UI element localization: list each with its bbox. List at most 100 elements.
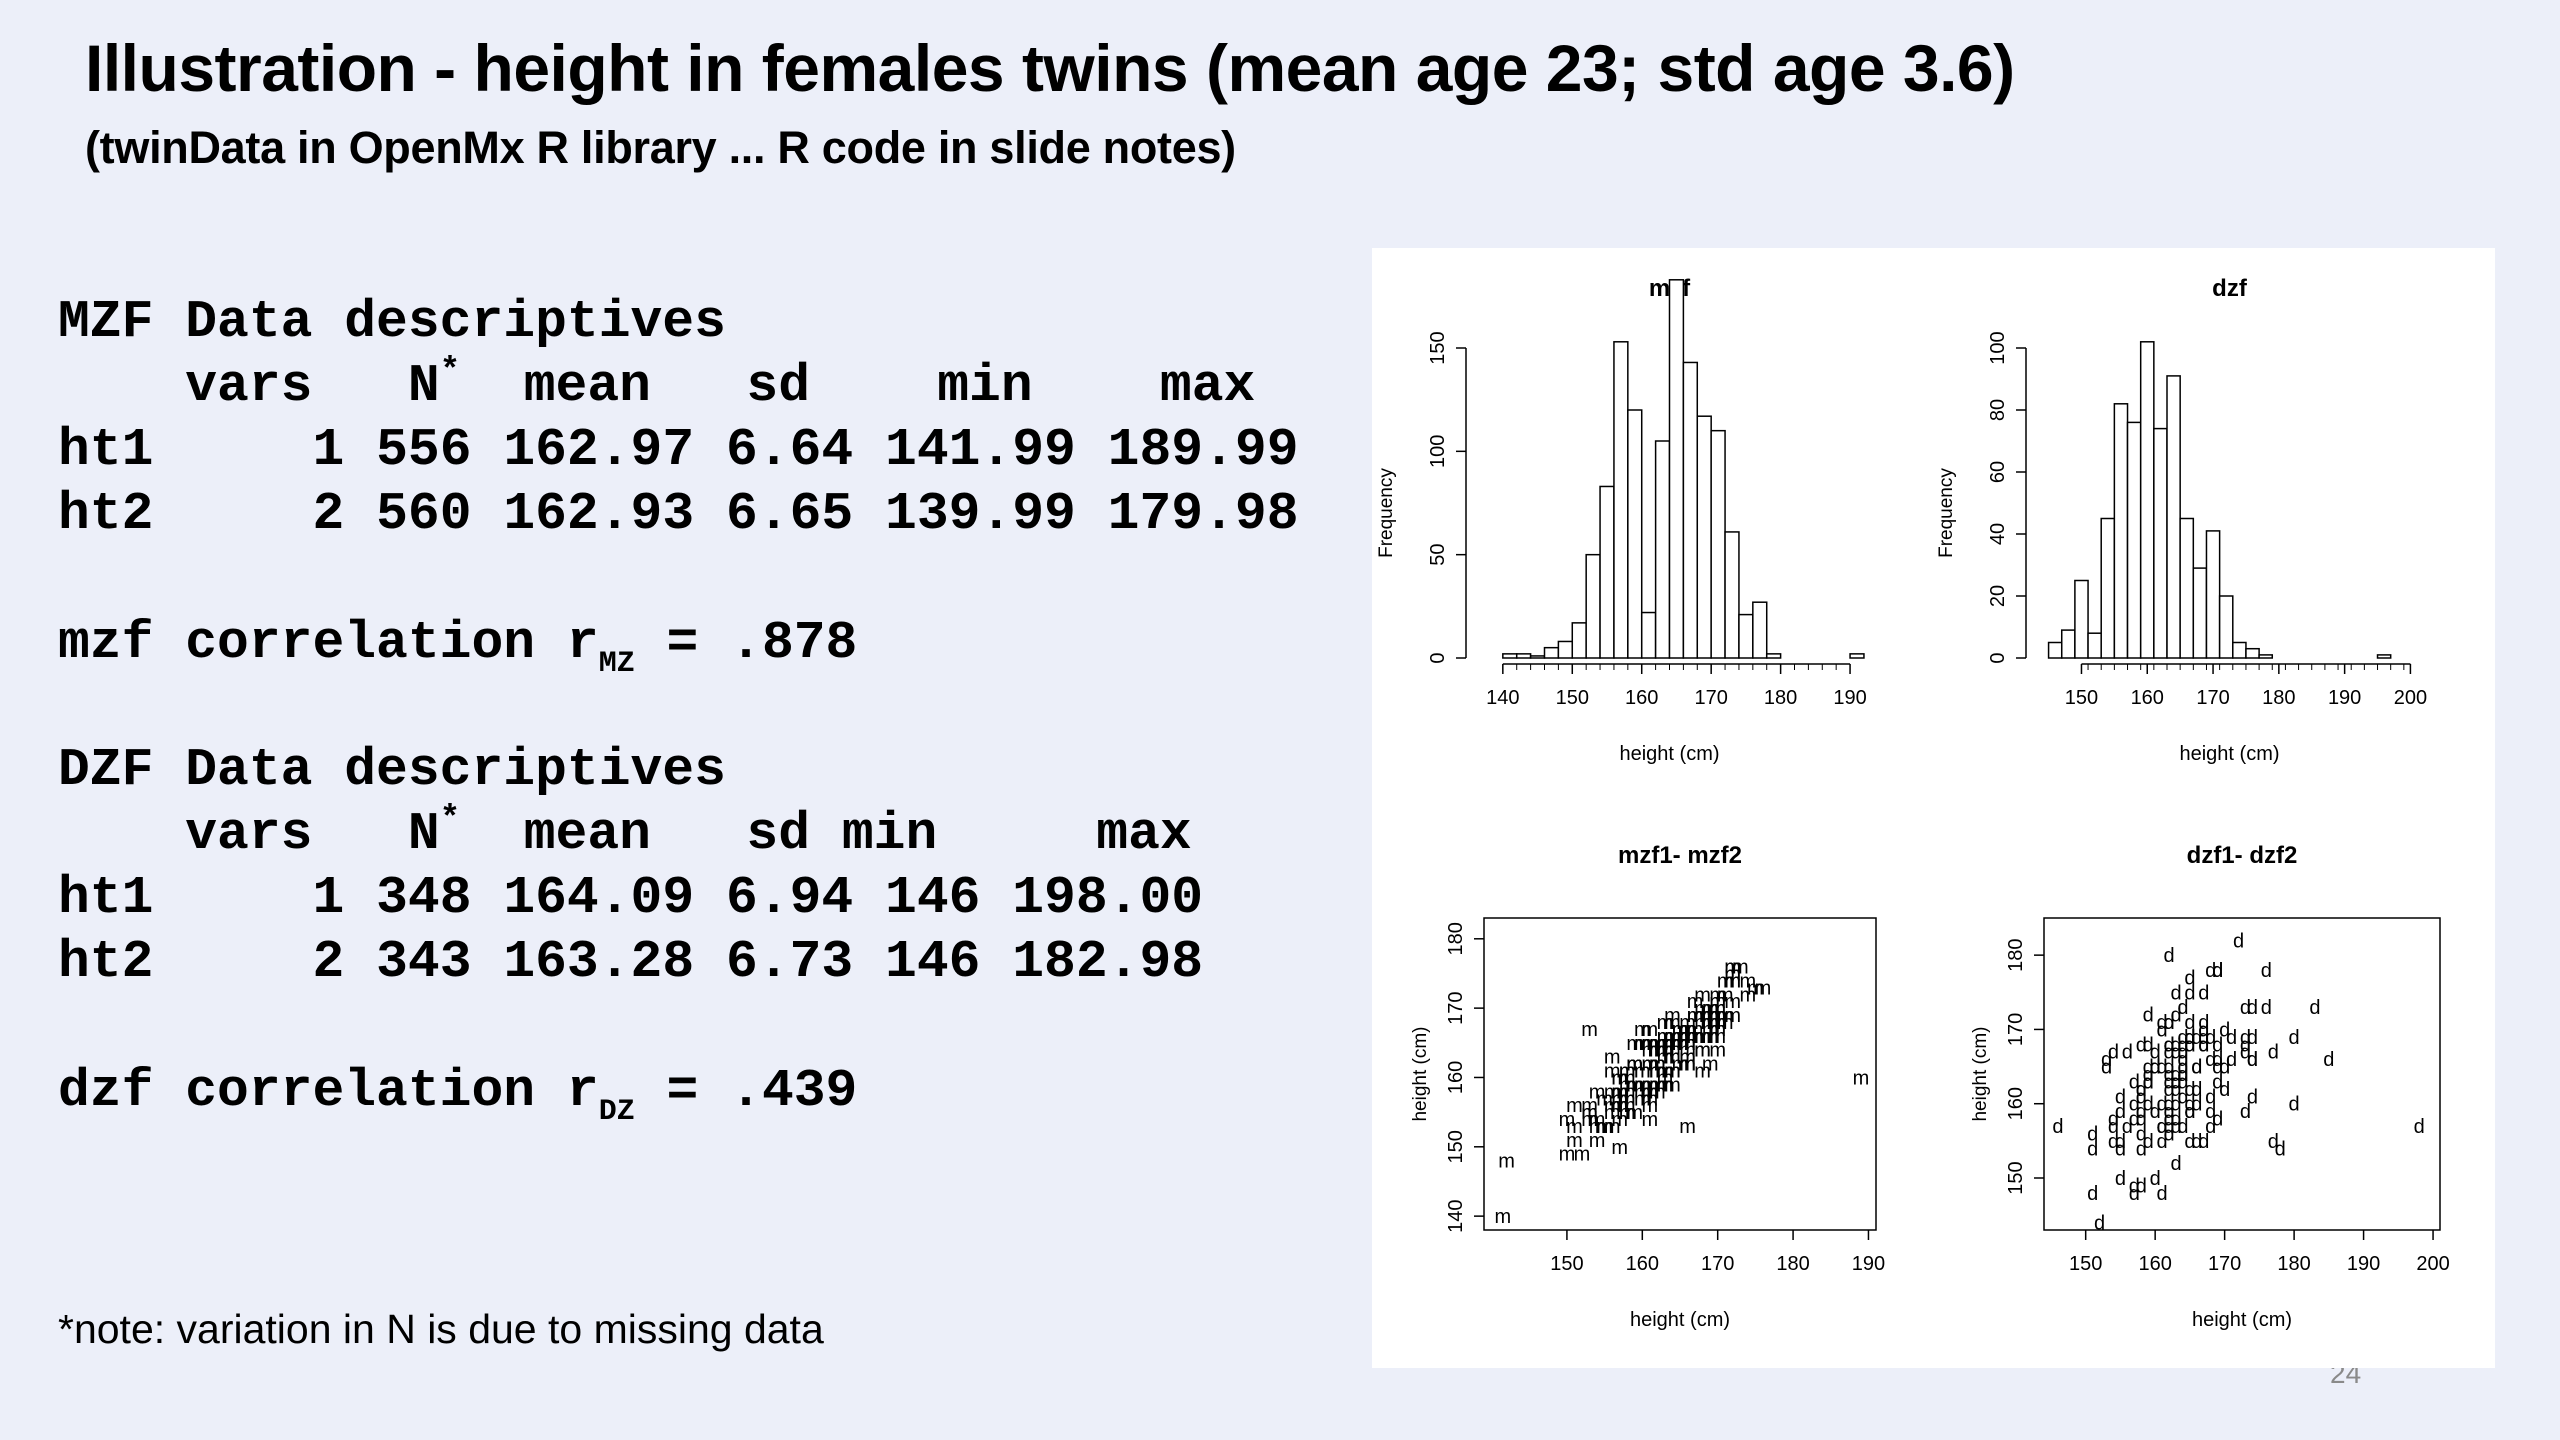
scatter-point: d — [2212, 1049, 2223, 1071]
scatter-point: m — [1626, 1102, 1643, 1124]
scatter-point: m — [1581, 1102, 1598, 1124]
scatter-point: m — [1664, 1033, 1681, 1055]
x-tick-label: 160 — [2131, 687, 2164, 709]
y-tick-label: 100 — [1987, 331, 2009, 364]
scatter-point: d — [2240, 1034, 2251, 1056]
mzf-row-ht2: ht2 2 560 162.93 6.65 139.99 179.98 — [58, 484, 1299, 544]
scatter-point: m — [1642, 1074, 1659, 1096]
scatter-point: m — [1566, 1095, 1583, 1117]
scatter-point: m — [1642, 1109, 1659, 1131]
scatter-point: d — [2184, 1034, 2195, 1056]
scatter-point: m — [1559, 1109, 1576, 1131]
scatter-point: d — [2143, 1034, 2154, 1056]
scatter-point: m — [1679, 1026, 1696, 1048]
scatter-point: m — [1611, 1088, 1628, 1110]
mzf-column-headers: vars N* mean sd min max — [58, 354, 1255, 418]
scatter-point: d — [2247, 1049, 2258, 1071]
scatter-point: m — [1747, 977, 1764, 999]
scatter-point: d — [2143, 1005, 2154, 1027]
scatter-point: m — [1649, 1061, 1666, 1083]
scatter-point: m — [1611, 1095, 1628, 1117]
x-tick-label: 200 — [2416, 1253, 2449, 1275]
scatter-point: d — [2170, 982, 2181, 1004]
histogram-bar — [2139, 341, 2155, 659]
scatter-point: m — [1642, 1033, 1659, 1055]
scatter-point: m — [1619, 1102, 1636, 1124]
scatter-point: d — [2150, 1057, 2161, 1079]
histogram-bar — [2060, 629, 2076, 659]
scatter-point: d — [2177, 1042, 2188, 1064]
footnote: *note: variation in N is due to missing … — [58, 1306, 824, 1352]
scatter-point: m — [1642, 1040, 1659, 1062]
histogram-bar — [1849, 653, 1865, 659]
scatter-point: m — [1642, 1019, 1659, 1041]
histogram-bar — [1627, 409, 1643, 659]
scatter-point: d — [2108, 1042, 2119, 1064]
histogram-bar — [1557, 640, 1574, 659]
scatter-point: m — [1709, 991, 1726, 1013]
scatter-point: d — [2309, 997, 2320, 1019]
histogram-bar — [1599, 485, 1615, 659]
mzf-row-ht1: ht1 1 556 162.97 6.64 141.99 189.99 — [58, 420, 1299, 480]
x-tick-label: 160 — [1625, 687, 1658, 709]
scatter-point: d — [2177, 1116, 2188, 1138]
scatter-point: m — [1709, 1012, 1726, 1034]
scatter-point: m — [1649, 1054, 1666, 1076]
scatter-point: m — [1581, 1019, 1598, 1041]
x-tick-label: 160 — [1626, 1253, 1659, 1275]
scatter-point: d — [2198, 1027, 2209, 1049]
scatter-point: d — [2184, 982, 2195, 1004]
scatter-point: d — [2157, 1116, 2168, 1138]
scatter-point: d — [2205, 1086, 2216, 1108]
scatter-point: d — [2143, 1071, 2154, 1093]
histogram-bar — [2047, 641, 2063, 659]
scatter-point: m — [1709, 991, 1726, 1013]
scatter-point: m — [1619, 1074, 1636, 1096]
scatter-point: m — [1619, 1061, 1636, 1083]
histogram-bar — [1668, 279, 1685, 659]
scatter-point: d — [2191, 1057, 2202, 1079]
scatter-point: d — [2184, 1101, 2195, 1123]
scatter-point: m — [1657, 1067, 1674, 1089]
x-axis-label: height (cm) — [2192, 1309, 2292, 1331]
x-tick-label: 190 — [2347, 1253, 2380, 1275]
col-mean: mean — [523, 356, 651, 416]
scatter-point: m — [1724, 957, 1741, 979]
histogram-bar — [2192, 567, 2208, 659]
col-max: max — [1096, 804, 1192, 864]
scatter-point: m — [1634, 1074, 1651, 1096]
scatter-point: m — [1702, 1054, 1719, 1076]
scatter-point: d — [2184, 967, 2195, 989]
scatter-point: m — [1702, 1005, 1719, 1027]
r-plot-figure: mzf140150160170180190050100150height (cm… — [1372, 248, 2495, 1368]
scatter-point: m — [1495, 1206, 1512, 1228]
asterisk-mark: * — [439, 801, 461, 839]
scatter-point: d — [2240, 1027, 2251, 1049]
scatter-point: m — [1702, 1005, 1719, 1027]
scatter-point: d — [2170, 1116, 2181, 1138]
scatter-point: m — [1642, 1095, 1659, 1117]
scatter-point: m — [1724, 970, 1741, 992]
scatter-point: m — [1679, 1047, 1696, 1069]
scatter-point: m — [1642, 1033, 1659, 1055]
scatter-point: d — [2101, 1057, 2112, 1079]
scatter-point: d — [2212, 960, 2223, 982]
histogram-bar — [1682, 361, 1699, 659]
scatter-point: m — [1649, 1033, 1666, 1055]
scatter-point: m — [1724, 970, 1741, 992]
x-tick-label: 170 — [1694, 687, 1727, 709]
x-tick-label: 180 — [2262, 687, 2295, 709]
y-tick-label: 160 — [2005, 1087, 2027, 1120]
scatter-point: m — [1679, 1026, 1696, 1048]
scatter-point: m — [1604, 1095, 1621, 1117]
scatter-point: m — [1619, 1061, 1636, 1083]
y-tick-label: 180 — [1445, 922, 1467, 955]
scatter-point: m — [1619, 1067, 1636, 1089]
y-tick-label: 0 — [1987, 652, 2009, 663]
scatter-point: m — [1740, 984, 1757, 1006]
scatter-point: d — [2052, 1116, 2063, 1138]
scatter-point: m — [1724, 957, 1741, 979]
scatter-point: m — [1724, 991, 1741, 1013]
scatter-point: d — [2219, 1057, 2230, 1079]
scatter-point: d — [2177, 1049, 2188, 1071]
